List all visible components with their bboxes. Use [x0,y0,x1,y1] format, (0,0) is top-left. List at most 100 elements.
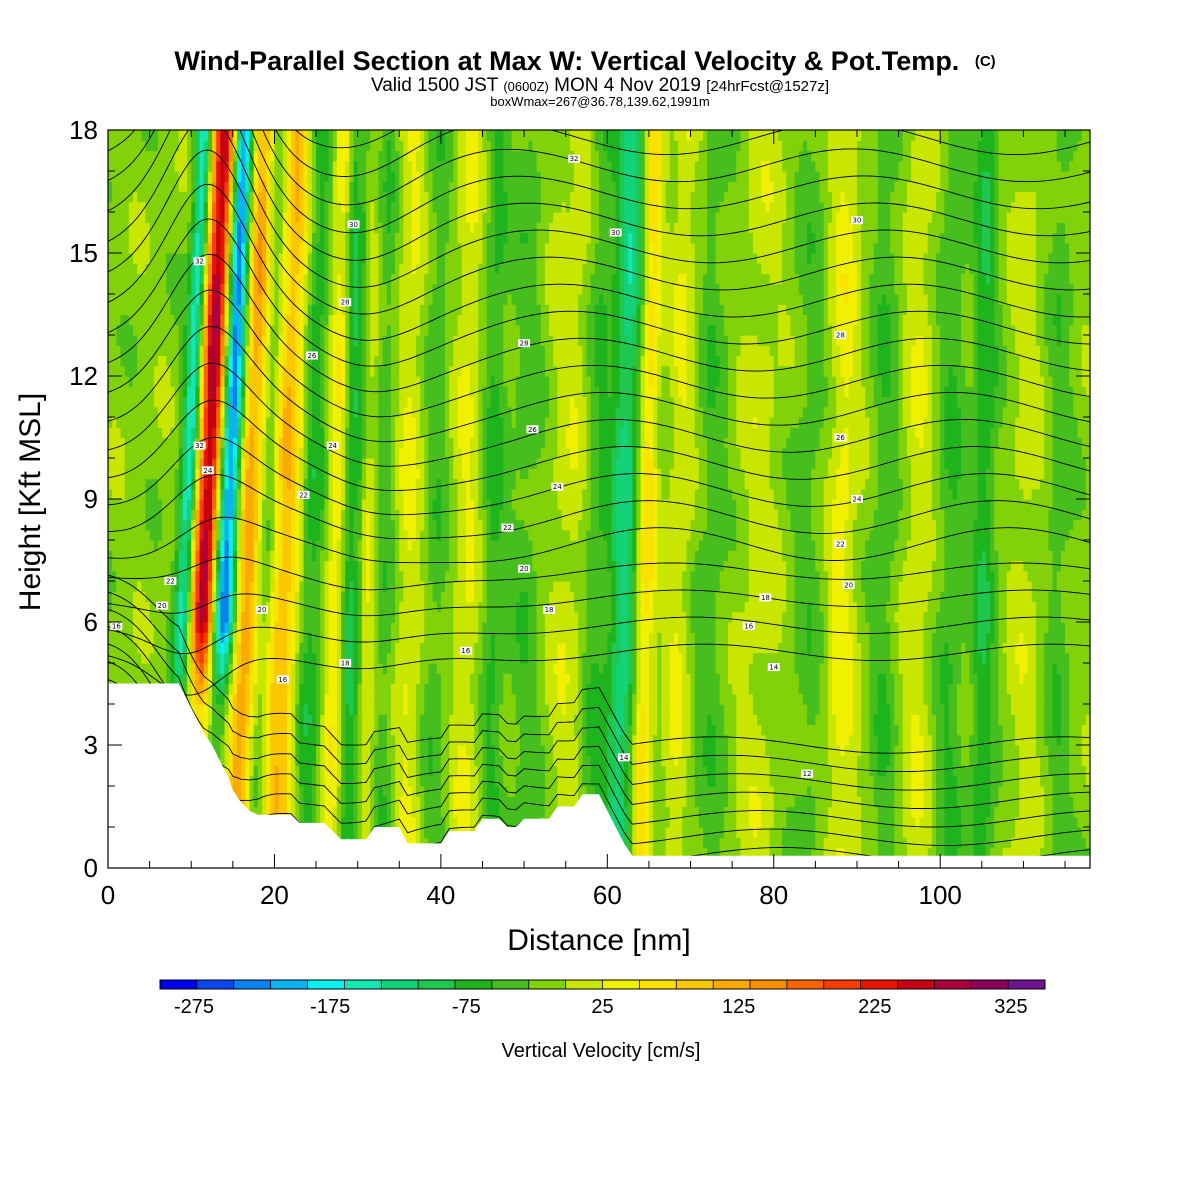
w-cell [320,437,325,449]
w-cell [220,591,226,603]
w-cell [274,734,280,746]
w-cell [270,714,276,726]
w-cell [261,745,267,756]
w-cell [257,560,263,572]
w-cell [162,376,167,387]
w-cell [182,581,188,592]
w-cell [166,304,172,316]
w-cell [316,355,321,367]
w-cell [353,652,359,664]
w-cell [124,304,130,316]
w-cell [120,376,126,387]
w-cell [166,232,172,244]
w-cell [149,632,155,644]
w-cell [224,734,230,746]
w-cell [266,724,271,736]
w-cell [328,314,334,326]
w-cell [274,150,280,162]
w-cell [128,130,134,141]
w-cell [307,212,313,223]
w-cell [282,786,288,797]
w-cell [178,324,184,336]
w-cell [108,253,113,264]
w-cell [282,201,288,213]
w-cell [141,396,147,408]
w-cell [228,140,234,152]
w-cell [245,652,251,664]
w-cell [286,775,292,787]
w-cell [316,652,321,664]
w-cell [124,663,130,674]
w-cell [341,324,346,336]
w-cell [166,314,172,326]
w-cell [145,355,151,367]
w-cell [336,786,342,797]
w-cell [149,642,155,654]
w-cell [365,796,371,808]
w-cell [141,232,147,244]
w-cell [274,540,280,551]
w-cell [278,663,284,674]
w-cell [382,673,388,685]
w-cell [357,601,363,613]
w-cell [395,673,400,685]
w-cell [178,355,184,367]
w-cell [307,273,313,285]
w-cell [224,365,230,377]
w-cell [291,622,296,633]
w-cell [332,714,338,726]
w-cell [345,786,350,797]
w-cell [132,458,138,469]
w-cell [365,816,371,828]
w-cell [370,591,375,603]
w-cell [390,314,396,326]
w-cell [361,232,367,244]
w-cell [349,283,355,295]
w-cell [382,560,388,572]
w-cell [365,468,371,480]
w-cell [174,181,180,193]
w-cell [207,529,213,541]
w-cell [178,488,184,500]
w-cell [157,150,163,162]
w-cell [120,150,126,162]
w-cell [286,673,292,685]
w-cell [108,212,113,223]
w-cell [162,283,167,295]
w-cell [241,273,246,285]
w-cell [128,335,134,346]
w-cell [191,355,196,367]
w-cell [178,263,184,275]
w-cell [253,591,259,603]
w-cell [324,355,330,367]
w-cell [220,140,226,152]
w-cell [307,396,313,408]
w-cell [311,396,317,408]
w-cell [299,150,305,162]
w-cell [199,355,205,367]
w-cell [353,611,359,623]
w-cell [128,437,134,449]
w-cell [141,345,147,357]
w-cell [324,130,330,141]
w-cell [370,796,375,808]
w-cell [386,652,392,664]
w-cell [170,652,176,664]
w-cell [145,417,151,428]
w-cell [220,704,226,715]
w-cell [328,611,334,623]
w-cell [232,396,238,408]
w-cell [361,365,367,377]
w-cell [336,314,342,326]
w-cell [157,222,163,234]
w-cell [149,324,155,336]
w-cell [174,550,180,562]
w-cell [370,745,375,756]
w-cell [157,335,163,346]
w-cell [257,232,263,244]
w-cell [141,622,147,633]
w-cell [336,745,342,756]
w-cell [266,335,271,346]
w-cell [374,447,380,459]
w-cell [307,437,313,449]
